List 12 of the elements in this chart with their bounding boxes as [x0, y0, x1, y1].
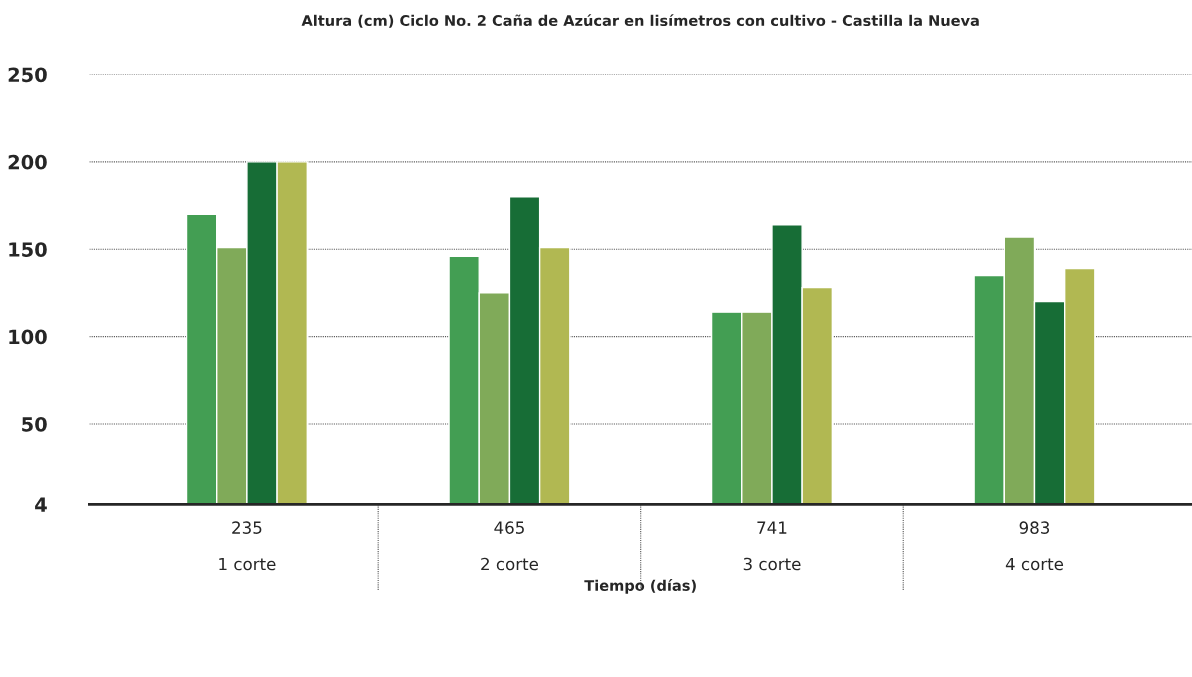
chart-title: Altura (cm) Ciclo No. 2 Caña de Azúcar en lisímetros con cultivo - Castilla la Nueva [301, 14, 979, 28]
y-tick-label: 50 [22, 416, 47, 432]
y-tick-label: 4 [35, 497, 47, 512]
y-tick-label: 250 [8, 67, 47, 83]
y-tick-label: 150 [9, 242, 47, 257]
category-label: 465 2 corte [481, 521, 538, 571]
category-label: 235 1 corte [219, 521, 276, 571]
category-label: 983 4 corte [1005, 521, 1064, 571]
y-tick-label: 100 [9, 329, 47, 345]
x-axis-title: Tiempo (días) [584, 579, 696, 594]
category-label: 741 3 corte [743, 521, 801, 571]
y-tick-label: 200 [8, 154, 47, 170]
